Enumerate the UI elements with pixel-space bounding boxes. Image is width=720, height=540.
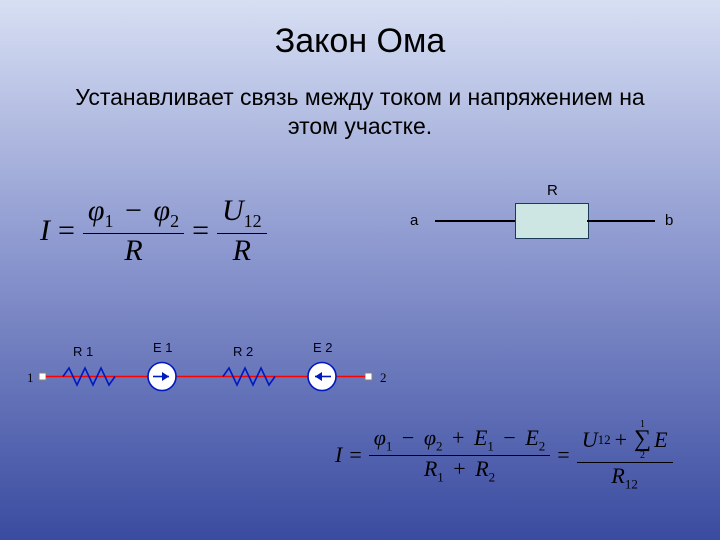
node-1-label: 1 [27, 370, 34, 386]
r2-label: R 2 [233, 344, 253, 359]
f2-R12s: 12 [625, 476, 638, 491]
equals-2: = [192, 214, 209, 248]
f2-R2s: 2 [489, 470, 496, 485]
terminal-1 [39, 373, 46, 380]
f2-phi1: φ [374, 425, 386, 450]
f2-E2: E [525, 425, 538, 450]
terminal-2 [365, 373, 372, 380]
formula-ohm-simple: I = φ1 − φ2 R = U12 R [40, 195, 267, 266]
f2-R1s: 1 [437, 470, 444, 485]
terminal-a: a [410, 212, 418, 229]
f2-E1: E [474, 425, 487, 450]
e1-label: E 1 [153, 340, 173, 355]
e2-label: E 2 [313, 340, 333, 355]
resistor-diagram: a R b [410, 190, 690, 250]
f2-R12: R [611, 463, 624, 488]
f2-phi2s: 2 [436, 439, 443, 454]
phi2: φ [153, 194, 170, 227]
terminal-b: b [665, 212, 673, 229]
wire-right [587, 220, 655, 222]
f2-U: U [582, 428, 598, 451]
f2-eq1: = [349, 442, 361, 468]
f2-E1s: 1 [487, 439, 494, 454]
phi1-sub: 1 [105, 211, 114, 231]
U: U [222, 194, 244, 227]
sigma-icon: 1 ∑ 2 [634, 420, 651, 460]
f2-frac2: U12 + 1 ∑ 2 E R12 [577, 420, 673, 491]
var-I: I [40, 214, 50, 248]
resistor-box [515, 203, 589, 239]
f2-R2: R [475, 456, 488, 481]
resistor-label: R [547, 182, 558, 199]
f2-phi2: φ [424, 425, 436, 450]
circuit-diagram: 1 R 1 E 1 R 2 E 2 2 [35, 340, 405, 400]
wire-left [435, 220, 515, 222]
f2-U12: 12 [598, 433, 611, 447]
f2-eq2: = [557, 442, 569, 468]
f2-E2s: 2 [539, 439, 546, 454]
subtitle: Устанавливает связь между током и напряж… [0, 61, 720, 141]
f2-I: I [335, 442, 342, 468]
f2-R1: R [424, 456, 437, 481]
f2-Esum: E [654, 428, 667, 451]
phi2-sub: 2 [170, 211, 179, 231]
r1-label: R 1 [73, 344, 93, 359]
den-R2: R [233, 234, 251, 267]
equals-1: = [58, 214, 75, 248]
den-R: R [124, 234, 142, 267]
fraction-phi: φ1 − φ2 R [83, 195, 184, 266]
f2-frac1: φ1 − φ2 + E1 − E2 R1 + R2 [369, 426, 551, 484]
page-title: Закон Ома [0, 0, 720, 61]
U-sub: 12 [244, 211, 262, 231]
f2-phi1s: 1 [386, 439, 393, 454]
phi1: φ [88, 194, 105, 227]
fraction-U: U12 R [217, 195, 267, 266]
slide: Закон Ома Устанавливает связь между токо… [0, 0, 720, 540]
formula-ohm-generalized: I = φ1 − φ2 + E1 − E2 R1 + R2 = U12 + [335, 420, 673, 491]
sum-bot: 2 [640, 451, 645, 460]
node-2-label: 2 [380, 370, 387, 386]
